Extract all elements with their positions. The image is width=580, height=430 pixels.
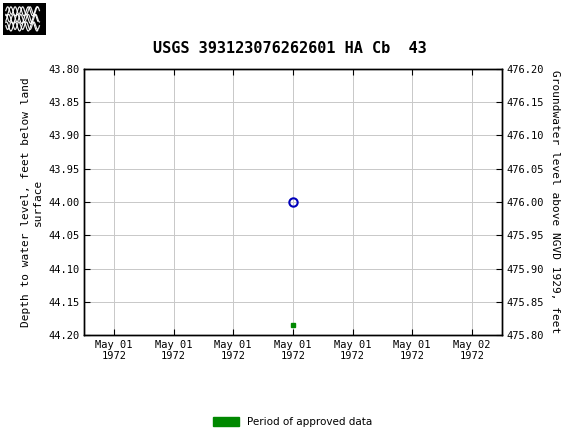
- Text: USGS 393123076262601 HA Cb  43: USGS 393123076262601 HA Cb 43: [153, 41, 427, 56]
- Legend: Period of approved data: Period of approved data: [209, 413, 377, 430]
- Bar: [3, 3, 46, 35]
- Y-axis label: Groundwater level above NGVD 1929, feet: Groundwater level above NGVD 1929, feet: [550, 71, 560, 334]
- Y-axis label: Depth to water level, feet below land
surface: Depth to water level, feet below land su…: [21, 77, 42, 327]
- Text: USGS: USGS: [52, 10, 107, 28]
